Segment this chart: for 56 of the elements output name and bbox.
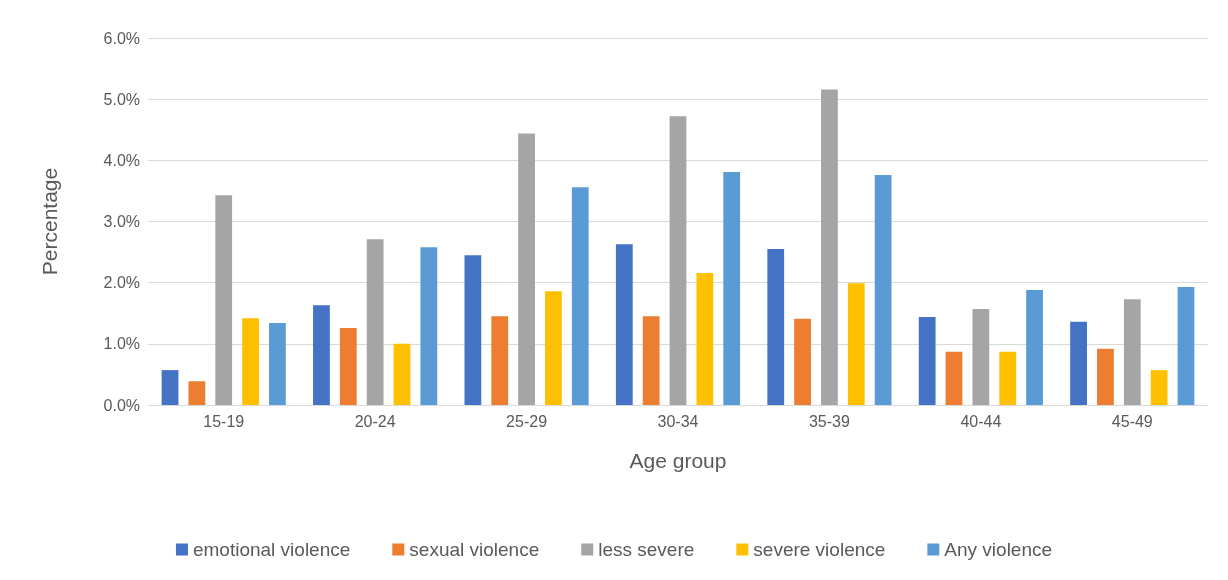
bar — [313, 305, 330, 405]
bar — [269, 323, 286, 405]
bar — [999, 351, 1017, 405]
bar — [518, 133, 535, 405]
bar — [366, 239, 384, 405]
bar — [669, 116, 687, 405]
bar — [393, 343, 411, 405]
bar — [420, 247, 438, 405]
bar — [188, 381, 206, 405]
bar — [161, 370, 179, 405]
bar — [464, 255, 482, 405]
y-tick-label: 2.0% — [103, 274, 140, 292]
y-tick-label: 0.0% — [103, 396, 140, 414]
x-tick-label: 40-44 — [960, 412, 1002, 430]
bar — [571, 187, 589, 405]
legend-label: less severe — [598, 539, 695, 560]
legend-label: sexual violence — [409, 539, 540, 560]
bar — [1177, 286, 1195, 405]
y-tick-label: 6.0% — [103, 29, 140, 47]
bar — [242, 318, 259, 405]
bar — [1070, 321, 1087, 405]
bar — [1150, 370, 1168, 405]
bar — [215, 195, 233, 405]
bar — [945, 351, 963, 405]
bar — [794, 318, 811, 405]
y-tick-label: 5.0% — [103, 90, 140, 108]
bar — [821, 89, 838, 405]
bar — [1026, 290, 1043, 405]
bar — [1097, 348, 1114, 405]
legend-label: severe violence — [753, 539, 886, 560]
y-tick-label: 3.0% — [103, 213, 140, 230]
y-tick-label: 1.0% — [103, 335, 140, 353]
legend-label: emotional violence — [192, 539, 351, 560]
x-tick-label: 15-19 — [203, 412, 245, 430]
x-tick-label: 45-49 — [1111, 412, 1153, 430]
bar — [545, 291, 562, 405]
bar — [491, 316, 509, 405]
bar — [1123, 299, 1141, 405]
y-axis-title: Percentage — [38, 167, 61, 276]
bar — [642, 316, 660, 405]
bar — [615, 244, 633, 405]
legend-label: Any violence — [944, 539, 1053, 560]
x-axis-title: Age group — [629, 449, 727, 472]
y-tick-label: 4.0% — [103, 151, 140, 169]
bar — [767, 249, 785, 405]
bar — [972, 308, 990, 405]
bar — [339, 327, 357, 405]
x-tick-label: 35-39 — [808, 412, 850, 430]
bar — [847, 283, 865, 405]
x-tick-label: 20-24 — [354, 412, 396, 430]
x-tick-label: 30-34 — [657, 412, 699, 430]
bar — [723, 171, 741, 405]
bar — [696, 272, 714, 405]
bar — [918, 316, 936, 405]
x-tick-label: 25-29 — [506, 412, 548, 430]
bar — [874, 175, 892, 405]
